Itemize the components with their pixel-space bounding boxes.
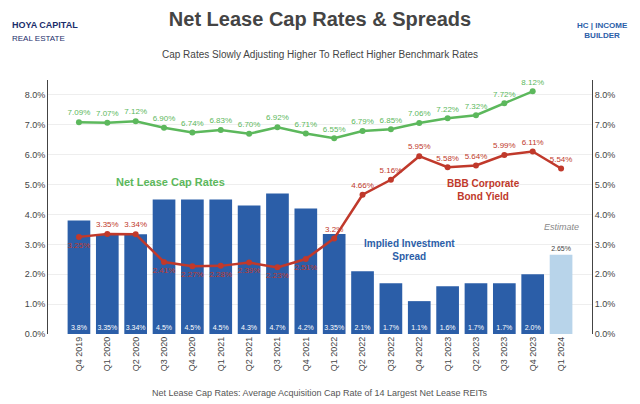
svg-text:Q2 2020: Q2 2020 xyxy=(131,337,141,372)
svg-text:6.71%: 6.71% xyxy=(294,120,317,129)
svg-text:4.0%: 4.0% xyxy=(25,210,46,220)
svg-text:7.09%: 7.09% xyxy=(68,108,91,117)
svg-text:6.92%: 6.92% xyxy=(266,113,289,122)
svg-text:2.51%: 2.51% xyxy=(294,263,317,272)
svg-text:1.6%: 1.6% xyxy=(440,324,456,331)
svg-text:3.35%: 3.35% xyxy=(96,220,119,229)
svg-text:2.27%: 2.27% xyxy=(181,270,204,279)
svg-text:Q4 2021: Q4 2021 xyxy=(301,337,311,372)
svg-text:Q1 2020: Q1 2020 xyxy=(102,337,112,372)
svg-text:5.64%: 5.64% xyxy=(465,152,488,161)
svg-text:2.0%: 2.0% xyxy=(595,269,616,279)
svg-text:4.3%: 4.3% xyxy=(241,324,257,331)
svg-text:2.28%: 2.28% xyxy=(209,270,232,279)
svg-text:3.35%: 3.35% xyxy=(324,324,344,331)
svg-text:5.58%: 5.58% xyxy=(436,154,459,163)
svg-text:Net Lease Cap Rates: Net Lease Cap Rates xyxy=(116,176,225,188)
svg-text:3.0%: 3.0% xyxy=(595,240,616,250)
svg-text:5.54%: 5.54% xyxy=(550,155,573,164)
svg-text:Estimate: Estimate xyxy=(544,222,579,232)
svg-text:4.7%: 4.7% xyxy=(269,324,285,331)
svg-text:7.07%: 7.07% xyxy=(96,109,119,118)
svg-text:6.79%: 6.79% xyxy=(351,117,374,126)
svg-text:4.5%: 4.5% xyxy=(156,324,172,331)
svg-text:Q3 2021: Q3 2021 xyxy=(272,337,282,372)
svg-text:4.5%: 4.5% xyxy=(184,324,200,331)
svg-text:Q2 2021: Q2 2021 xyxy=(244,337,254,372)
svg-text:REAL ESTATE: REAL ESTATE xyxy=(12,34,65,43)
svg-text:Q3 2023: Q3 2023 xyxy=(499,337,509,372)
svg-text:4.5%: 4.5% xyxy=(213,324,229,331)
svg-text:5.0%: 5.0% xyxy=(25,180,46,190)
svg-text:8.0%: 8.0% xyxy=(25,90,46,100)
svg-text:1.0%: 1.0% xyxy=(25,299,46,309)
svg-text:6.0%: 6.0% xyxy=(595,150,616,160)
svg-text:7.0%: 7.0% xyxy=(25,120,46,130)
svg-text:3.0%: 3.0% xyxy=(25,240,46,250)
svg-text:3.34%: 3.34% xyxy=(126,324,146,331)
svg-text:7.32%: 7.32% xyxy=(465,102,488,111)
svg-text:3.25%: 3.25% xyxy=(68,241,91,250)
svg-text:1.7%: 1.7% xyxy=(468,324,484,331)
svg-text:Q1 2021: Q1 2021 xyxy=(216,337,226,372)
svg-text:5.95%: 5.95% xyxy=(408,142,431,151)
svg-text:5.99%: 5.99% xyxy=(493,141,516,150)
svg-text:HOYA CAPITAL: HOYA CAPITAL xyxy=(12,20,78,30)
svg-text:5.16%: 5.16% xyxy=(380,166,403,175)
svg-text:4.66%: 4.66% xyxy=(351,181,374,190)
svg-text:3.35%: 3.35% xyxy=(97,324,117,331)
svg-text:2.65%: 2.65% xyxy=(551,245,571,252)
svg-text:Q3 2020: Q3 2020 xyxy=(159,337,169,372)
svg-text:Net Lease Cap Rates: Average A: Net Lease Cap Rates: Average Acquisition… xyxy=(152,388,488,398)
svg-text:6.85%: 6.85% xyxy=(380,116,403,125)
svg-text:2.0%: 2.0% xyxy=(525,324,541,331)
svg-text:5.0%: 5.0% xyxy=(595,180,616,190)
svg-text:2.23%: 2.23% xyxy=(266,271,289,280)
svg-text:2.39%: 2.39% xyxy=(238,266,261,275)
svg-text:4.2%: 4.2% xyxy=(298,324,314,331)
svg-text:7.22%: 7.22% xyxy=(436,105,459,114)
svg-text:6.70%: 6.70% xyxy=(238,120,261,129)
svg-text:7.72%: 7.72% xyxy=(493,90,516,99)
svg-text:Net Lease Cap Rates & Spreads: Net Lease Cap Rates & Spreads xyxy=(169,8,471,30)
svg-text:6.11%: 6.11% xyxy=(522,138,544,147)
svg-text:Q2 2023: Q2 2023 xyxy=(471,337,481,372)
svg-text:1.7%: 1.7% xyxy=(383,324,399,331)
svg-text:7.06%: 7.06% xyxy=(408,109,431,118)
svg-text:Q4 2022: Q4 2022 xyxy=(414,337,424,372)
svg-text:6.55%: 6.55% xyxy=(323,125,346,134)
svg-text:Q4 2020: Q4 2020 xyxy=(187,337,197,372)
svg-text:Q1 2023: Q1 2023 xyxy=(443,337,453,372)
svg-text:7.0%: 7.0% xyxy=(595,120,616,130)
svg-text:2.0%: 2.0% xyxy=(25,269,46,279)
svg-text:6.0%: 6.0% xyxy=(25,150,46,160)
svg-text:0.0%: 0.0% xyxy=(25,329,46,339)
svg-text:2.1%: 2.1% xyxy=(355,324,371,331)
svg-text:Q4 2023: Q4 2023 xyxy=(528,337,538,372)
svg-text:Implied InvestmentSpread: Implied InvestmentSpread xyxy=(364,238,455,262)
svg-text:HC | INCOMEBUILDER: HC | INCOMEBUILDER xyxy=(577,21,628,40)
svg-text:3.34%: 3.34% xyxy=(124,220,147,229)
svg-text:Q1 2024: Q1 2024 xyxy=(556,337,566,372)
svg-text:4.0%: 4.0% xyxy=(595,210,616,220)
svg-text:6.83%: 6.83% xyxy=(209,116,232,125)
svg-text:1.1%: 1.1% xyxy=(411,324,427,331)
svg-text:BBB CorporateBond Yield: BBB CorporateBond Yield xyxy=(447,178,520,202)
svg-text:8.12%: 8.12% xyxy=(521,78,544,87)
svg-text:Q2 2022: Q2 2022 xyxy=(357,337,367,372)
svg-text:6.74%: 6.74% xyxy=(181,119,204,128)
svg-text:8.0%: 8.0% xyxy=(595,90,616,100)
svg-text:Cap Rates Slowly Adjusting Hig: Cap Rates Slowly Adjusting Higher To Ref… xyxy=(162,49,478,60)
svg-text:7.12%: 7.12% xyxy=(124,107,147,116)
svg-text:Q3 2022: Q3 2022 xyxy=(386,337,396,372)
svg-text:Q4 2019: Q4 2019 xyxy=(74,337,84,372)
svg-text:3.8%: 3.8% xyxy=(71,324,87,331)
svg-text:1.0%: 1.0% xyxy=(595,299,616,309)
svg-text:3.2%: 3.2% xyxy=(325,225,343,234)
svg-text:1.7%: 1.7% xyxy=(496,324,512,331)
svg-text:2.41%: 2.41% xyxy=(153,266,176,275)
svg-text:Q1 2022: Q1 2022 xyxy=(329,337,339,372)
svg-text:0.0%: 0.0% xyxy=(595,329,616,339)
svg-text:6.90%: 6.90% xyxy=(153,114,176,123)
